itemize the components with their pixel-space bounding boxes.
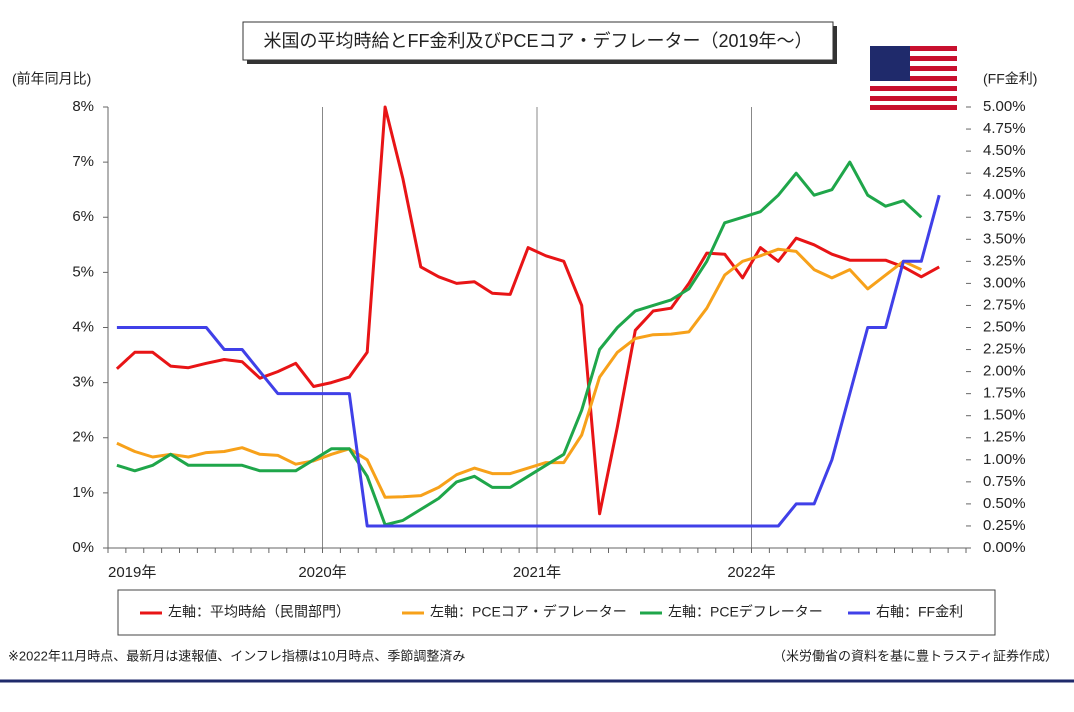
footnote: ※2022年11月時点、最新月は速報値、インフレ指標は10月時点、季節調整済み — [8, 648, 465, 663]
title-box — [242, 21, 834, 61]
y2-tick-label: 3.75% — [983, 208, 1026, 225]
x-tick-label: 2022年 — [727, 564, 775, 581]
y2-tick-label: 0.50% — [983, 495, 1026, 512]
series-line — [115, 105, 940, 516]
legend-label: 右軸：FF金利 — [876, 604, 963, 620]
x-tick-label: 2019年 — [108, 564, 156, 581]
y2-tick-label: 3.50% — [983, 230, 1026, 247]
y2-axis-label: (FF金利) — [983, 71, 1037, 87]
y2-tick-label: 3.25% — [983, 252, 1026, 269]
y2-tick-label: 4.75% — [983, 120, 1026, 137]
series-line — [116, 194, 941, 528]
y2-tick-label: 2.00% — [983, 363, 1026, 380]
flag — [870, 46, 957, 110]
series-line — [116, 247, 922, 499]
source-note: （米労働省の資料を基に豊トラスティ証券作成） — [773, 648, 1058, 663]
y-tick-label: 1% — [72, 484, 94, 501]
y2-tick-label: 0.25% — [983, 517, 1026, 534]
chart-title: 米国の平均時給とFF金利及びPCEコア・デフレーター（2019年～） — [263, 31, 812, 51]
y-tick-label: 2% — [72, 429, 94, 446]
y-tick-label: 6% — [72, 208, 94, 225]
y2-tick-label: 0.00% — [983, 539, 1026, 556]
y2-tick-label: 1.75% — [983, 385, 1026, 402]
y2-tick-label: 1.00% — [983, 451, 1026, 468]
y2-tick-label: 4.50% — [983, 142, 1026, 159]
legend-label: 左軸：PCEコア・デフレーター — [430, 604, 627, 620]
y2-tick-label: 4.25% — [983, 164, 1026, 181]
y2-tick-label: 5.00% — [983, 98, 1026, 115]
y-tick-label: 5% — [72, 263, 94, 280]
legend-label: 左軸：PCEデフレーター — [668, 604, 823, 620]
y2-tick-label: 2.25% — [983, 341, 1026, 358]
x-tick-label: 2021年 — [513, 564, 561, 581]
y2-tick-label: 2.75% — [983, 296, 1026, 313]
y-tick-label: 8% — [72, 98, 94, 115]
y-axis-label: (前年同月比) — [12, 71, 91, 87]
y-tick-label: 0% — [72, 539, 94, 556]
series-line — [116, 160, 923, 527]
y2-tick-label: 0.75% — [983, 473, 1026, 490]
y-tick-label: 7% — [72, 153, 94, 170]
y-tick-label: 3% — [72, 374, 94, 391]
y2-tick-label: 2.50% — [983, 318, 1026, 335]
y2-tick-label: 1.50% — [983, 407, 1026, 424]
y2-tick-label: 1.25% — [983, 429, 1026, 446]
legend-label: 左軸：平均時給（民間部門） — [168, 604, 350, 620]
x-tick-label: 2020年 — [298, 564, 346, 581]
y2-tick-label: 4.00% — [983, 186, 1026, 203]
y2-tick-label: 3.00% — [983, 274, 1026, 291]
y-tick-label: 4% — [72, 318, 94, 335]
